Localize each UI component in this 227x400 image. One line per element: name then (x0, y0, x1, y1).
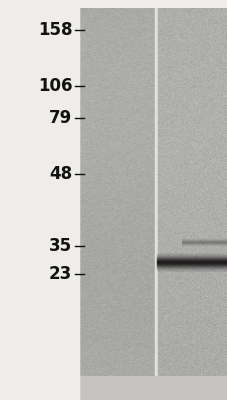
Text: 48: 48 (49, 165, 72, 183)
Text: 158: 158 (37, 21, 72, 39)
Text: 35: 35 (49, 237, 72, 255)
Text: 23: 23 (49, 265, 72, 283)
Text: 79: 79 (49, 109, 72, 127)
Text: 106: 106 (37, 77, 72, 95)
